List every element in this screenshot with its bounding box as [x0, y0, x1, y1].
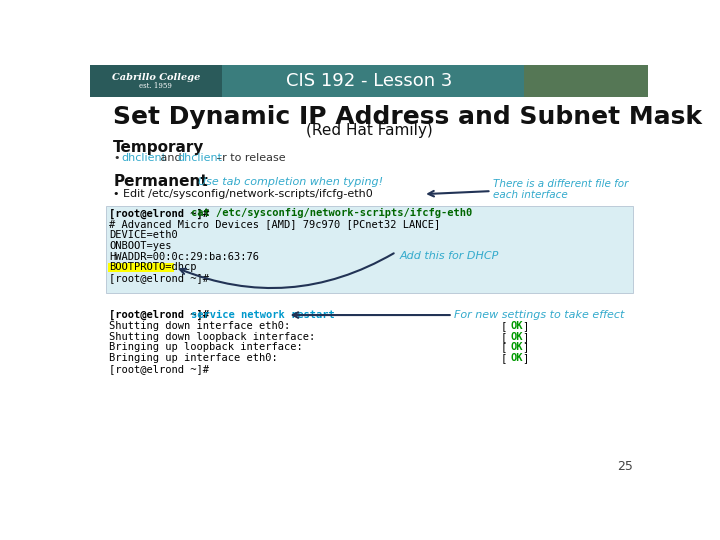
Text: OK: OK — [510, 342, 523, 353]
Text: ]: ] — [523, 353, 528, 363]
Text: [root@elrond ~]#: [root@elrond ~]# — [109, 364, 210, 374]
Text: dhclient: dhclient — [178, 153, 222, 163]
Text: service network restart: service network restart — [191, 310, 335, 320]
Text: OK: OK — [510, 321, 523, 331]
Text: and: and — [157, 153, 185, 163]
Text: est. 1959: est. 1959 — [140, 82, 172, 90]
Text: Temporary: Temporary — [113, 140, 204, 154]
Text: [root@elrond ~]#: [root@elrond ~]# — [109, 273, 210, 283]
Text: ]: ] — [523, 332, 528, 342]
Text: HWADDR=00:0c:29:ba:63:76: HWADDR=00:0c:29:ba:63:76 — [109, 252, 259, 261]
Bar — [108, 262, 174, 272]
Text: •: • — [113, 153, 120, 163]
Text: • Edit /etc/sysconfig/network-scripts/ifcfg-eth0: • Edit /etc/sysconfig/network-scripts/if… — [113, 189, 373, 199]
Bar — [524, 65, 648, 97]
Text: Use tab completion when typing!: Use tab completion when typing! — [199, 177, 384, 187]
Text: ]: ] — [523, 342, 528, 353]
Text: DEVICE=eth0: DEVICE=eth0 — [109, 230, 178, 240]
Text: ONBOOT=yes: ONBOOT=yes — [109, 241, 172, 251]
Text: Permanent: Permanent — [113, 174, 208, 190]
Text: 25: 25 — [616, 460, 632, 473]
Bar — [90, 65, 222, 97]
Text: OK: OK — [510, 353, 523, 363]
Text: For new settings to take effect: For new settings to take effect — [454, 310, 625, 320]
Text: BOOTPROTO=dhcp: BOOTPROTO=dhcp — [109, 262, 197, 272]
Text: Shutting down loopback interface:: Shutting down loopback interface: — [109, 332, 315, 342]
Text: ]: ] — [523, 321, 528, 331]
Text: [: [ — [500, 342, 507, 353]
Text: [: [ — [500, 321, 507, 331]
Text: CIS 192 - Lesson 3: CIS 192 - Lesson 3 — [286, 72, 452, 90]
Text: Cabrillo College: Cabrillo College — [112, 73, 200, 83]
Text: dhclient: dhclient — [121, 153, 166, 163]
Text: Add this for DHCP: Add this for DHCP — [400, 251, 500, 261]
Text: –r to release: –r to release — [213, 153, 286, 163]
Text: [: [ — [500, 353, 507, 363]
Text: [root@elrond ~]#: [root@elrond ~]# — [109, 310, 210, 320]
Text: [: [ — [500, 332, 507, 342]
Text: Bringing up loopback interface:: Bringing up loopback interface: — [109, 342, 303, 353]
Text: # Advanced Micro Devices [AMD] 79c970 [PCnet32 LANCE]: # Advanced Micro Devices [AMD] 79c970 [P… — [109, 219, 441, 229]
Text: OK: OK — [510, 332, 523, 342]
Text: (Red Hat Family): (Red Hat Family) — [305, 123, 433, 138]
Text: There is a different file for
each interface: There is a different file for each inter… — [493, 179, 629, 200]
Text: [root@elrond ~]#: [root@elrond ~]# — [109, 208, 210, 219]
Bar — [90, 65, 648, 97]
Text: Bringing up interface eth0:: Bringing up interface eth0: — [109, 353, 278, 363]
Bar — [106, 206, 632, 293]
Text: Shutting down interface eth0:: Shutting down interface eth0: — [109, 321, 291, 331]
Text: Set Dynamic IP Address and Subnet Mask: Set Dynamic IP Address and Subnet Mask — [113, 105, 702, 129]
Text: cat /etc/sysconfig/network-scripts/ifcfg-eth0: cat /etc/sysconfig/network-scripts/ifcfg… — [191, 208, 472, 218]
